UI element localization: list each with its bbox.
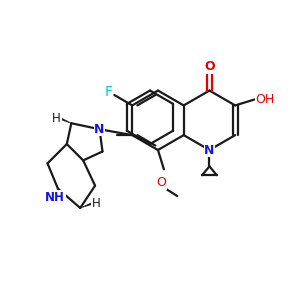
Text: F: F [104, 85, 112, 99]
Text: OH: OH [255, 93, 274, 106]
Text: H: H [92, 197, 101, 210]
Text: N: N [204, 143, 214, 157]
Text: O: O [204, 60, 215, 73]
Text: N: N [94, 123, 105, 136]
Text: O: O [156, 176, 166, 189]
Text: NH: NH [45, 191, 65, 204]
Text: H: H [52, 112, 61, 125]
